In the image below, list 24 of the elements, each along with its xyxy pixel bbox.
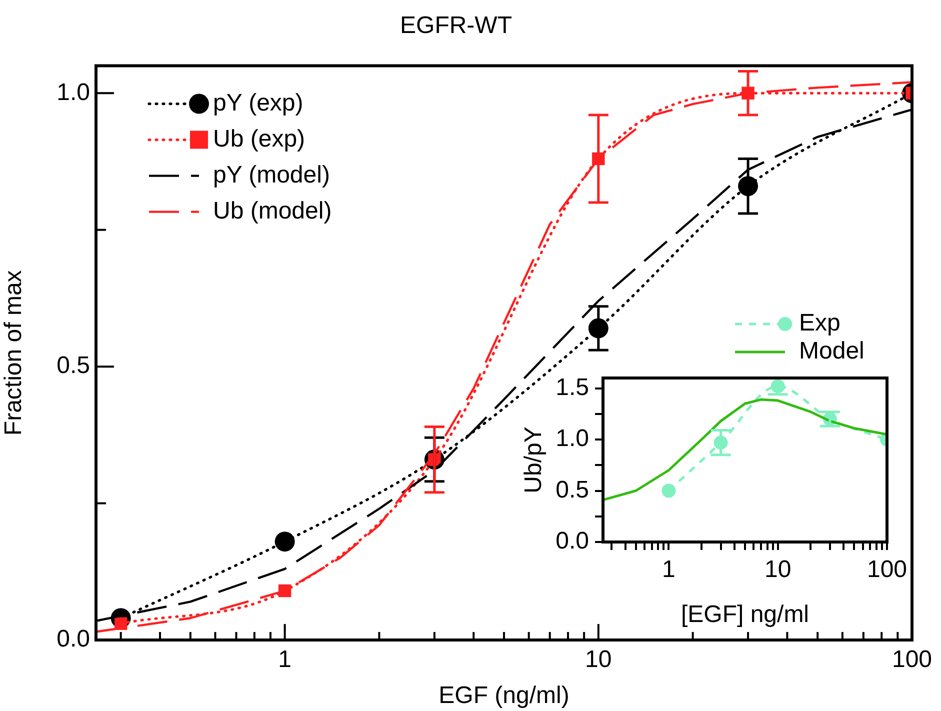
x-tick-label: 1 xyxy=(278,646,292,674)
x-axis-title: EGF (ng/ml) xyxy=(438,682,570,710)
y-tick-label: 1.5 xyxy=(556,374,589,401)
x-tick-label: 10 xyxy=(764,556,792,584)
y-tick-label: 0.0 xyxy=(556,528,589,555)
x-tick-label: 100 xyxy=(866,556,908,584)
y-tick-label: 1.0 xyxy=(556,425,589,452)
legend-label: pY (model) xyxy=(213,161,330,188)
legend-label: Exp xyxy=(799,310,840,337)
legend-label: Ub (model) xyxy=(213,197,332,224)
chart-title: EGFR-WT xyxy=(400,12,512,40)
x-tick-label: 100 xyxy=(892,646,932,674)
y-tick-label: 1.0 xyxy=(56,78,90,106)
y-tick-label: 0.5 xyxy=(556,476,589,504)
y-tick-label: 0.0 xyxy=(56,626,90,653)
legend-label: pY (exp) xyxy=(213,89,304,116)
legend-label: Model xyxy=(799,338,864,365)
y-axis-title: Ub/pY xyxy=(520,426,548,494)
y-axis-title: Fraction of max xyxy=(0,270,28,436)
y-tick-label: 0.5 xyxy=(56,352,90,380)
x-tick-label: 1 xyxy=(662,556,676,584)
legend-label: Ub (exp) xyxy=(213,125,306,152)
x-axis-title: [EGF] ng/ml xyxy=(680,601,810,628)
x-tick-label: 10 xyxy=(585,646,612,674)
